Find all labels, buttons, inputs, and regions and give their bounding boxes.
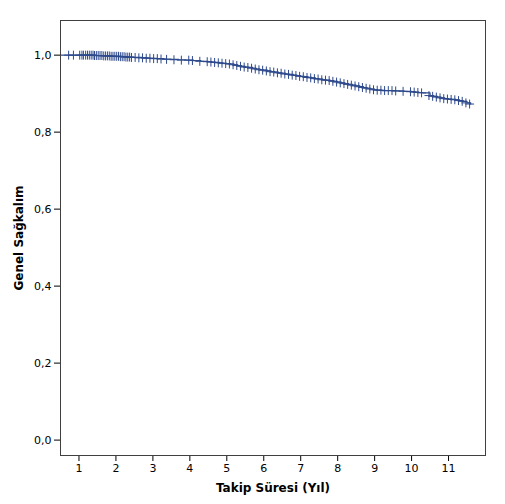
svg-text:4: 4 xyxy=(186,462,193,475)
svg-text:3: 3 xyxy=(149,462,156,475)
svg-text:Takip Süresi (Yıl): Takip Süresi (Yıl) xyxy=(216,481,330,495)
svg-text:6: 6 xyxy=(260,462,267,475)
svg-text:7: 7 xyxy=(297,462,304,475)
svg-text:10: 10 xyxy=(405,462,419,475)
svg-text:Genel Sağkalım: Genel Sağkalım xyxy=(12,185,26,290)
svg-text:0,0: 0,0 xyxy=(34,434,52,447)
svg-text:2: 2 xyxy=(112,462,119,475)
svg-text:0,8: 0,8 xyxy=(34,126,52,139)
svg-text:0,6: 0,6 xyxy=(34,203,52,216)
svg-text:11: 11 xyxy=(442,462,456,475)
svg-text:9: 9 xyxy=(371,462,378,475)
svg-text:8: 8 xyxy=(334,462,341,475)
svg-text:5: 5 xyxy=(223,462,230,475)
svg-text:1,0: 1,0 xyxy=(34,49,52,62)
svg-text:0,2: 0,2 xyxy=(34,357,52,370)
svg-text:0,4: 0,4 xyxy=(34,280,52,293)
svg-text:1: 1 xyxy=(75,462,82,475)
